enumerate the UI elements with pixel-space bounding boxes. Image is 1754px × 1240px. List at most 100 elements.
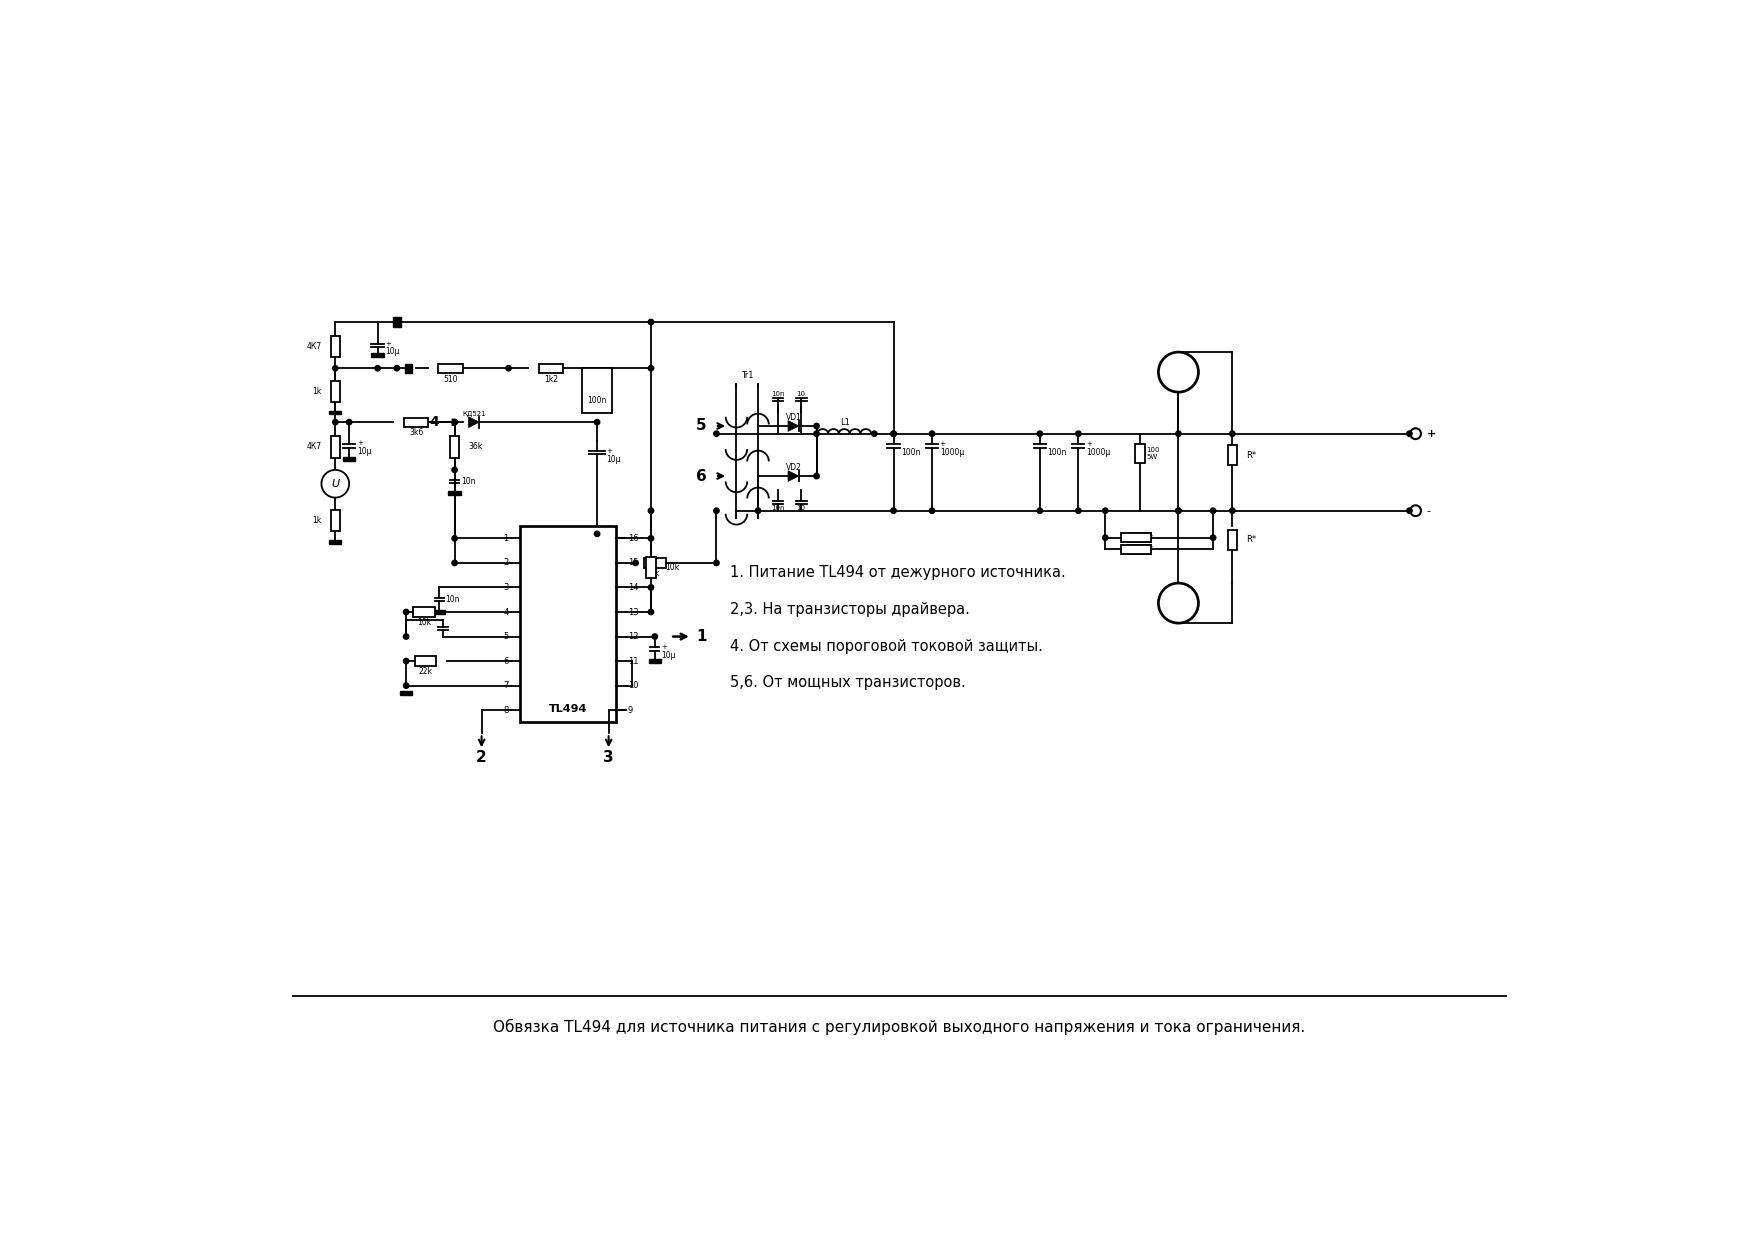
Text: V: V xyxy=(1173,365,1184,379)
Circle shape xyxy=(891,432,896,436)
Text: 2,3. На транзисторы драйвера.: 2,3. На транзисторы драйвера. xyxy=(730,601,970,616)
Circle shape xyxy=(333,366,339,371)
Text: 10n: 10n xyxy=(446,595,460,604)
Text: 22k: 22k xyxy=(419,667,433,676)
Text: 8: 8 xyxy=(503,706,509,714)
Text: 1. Питание TL494 от дежурного источника.: 1. Питание TL494 от дежурного источника. xyxy=(730,564,1066,579)
Circle shape xyxy=(1103,508,1109,513)
Text: L1: L1 xyxy=(840,418,851,428)
Text: 4К7: 4К7 xyxy=(307,342,321,351)
Circle shape xyxy=(595,419,600,425)
Text: +: + xyxy=(356,440,363,446)
Text: 100
5W: 100 5W xyxy=(1145,448,1159,460)
Circle shape xyxy=(321,470,349,497)
Bar xyxy=(414,656,437,666)
Bar xyxy=(372,353,384,357)
Bar xyxy=(332,381,340,402)
Bar xyxy=(1128,544,1151,554)
Circle shape xyxy=(453,467,458,472)
Text: 4: 4 xyxy=(430,415,438,429)
Bar xyxy=(1121,533,1151,542)
Bar xyxy=(644,558,665,568)
Text: A: A xyxy=(1173,595,1184,610)
Text: 6: 6 xyxy=(696,469,707,484)
Circle shape xyxy=(891,508,896,513)
Circle shape xyxy=(1210,534,1216,541)
Circle shape xyxy=(1075,432,1080,436)
Circle shape xyxy=(649,536,654,541)
Circle shape xyxy=(595,531,600,537)
Text: 15: 15 xyxy=(628,558,638,568)
Circle shape xyxy=(814,423,819,429)
Text: 10n: 10n xyxy=(461,477,475,486)
Text: 10: 10 xyxy=(628,681,638,691)
Text: TL494: TL494 xyxy=(549,703,588,713)
Bar xyxy=(433,610,446,614)
Bar xyxy=(412,608,435,616)
Circle shape xyxy=(453,560,458,565)
Circle shape xyxy=(714,508,719,513)
Bar xyxy=(403,418,428,427)
Text: 5: 5 xyxy=(503,632,509,641)
Bar xyxy=(1228,445,1237,465)
Bar xyxy=(582,368,612,413)
Circle shape xyxy=(1410,428,1421,439)
Text: 2: 2 xyxy=(475,750,488,765)
Circle shape xyxy=(930,432,935,436)
Text: +: + xyxy=(940,441,945,448)
Bar xyxy=(647,557,656,578)
Text: +: + xyxy=(386,341,391,347)
Circle shape xyxy=(1407,432,1412,436)
Text: 3: 3 xyxy=(503,583,509,591)
Circle shape xyxy=(633,560,638,565)
Circle shape xyxy=(649,609,654,615)
Circle shape xyxy=(1175,432,1180,436)
Text: 3: 3 xyxy=(603,750,614,765)
Circle shape xyxy=(403,634,409,640)
Text: 10n: 10n xyxy=(772,391,784,397)
Circle shape xyxy=(453,419,458,425)
Bar xyxy=(1228,529,1237,551)
Circle shape xyxy=(714,432,719,436)
Text: 10µ: 10µ xyxy=(386,347,400,356)
Text: 100n: 100n xyxy=(1047,448,1066,456)
Text: 4К7: 4К7 xyxy=(307,443,321,451)
Text: 100n: 100n xyxy=(902,448,921,456)
Text: R*: R* xyxy=(1245,451,1256,460)
Text: 0,1 5W: 0,1 5W xyxy=(1128,546,1152,552)
Circle shape xyxy=(1075,508,1080,513)
Text: 1000µ: 1000µ xyxy=(940,448,965,456)
Text: 10: 10 xyxy=(796,391,805,397)
Text: 6: 6 xyxy=(503,657,509,666)
Text: 10k: 10k xyxy=(417,619,431,627)
Circle shape xyxy=(395,366,400,371)
Text: 1k: 1k xyxy=(651,569,660,578)
Text: КД521: КД521 xyxy=(461,410,486,417)
Circle shape xyxy=(814,474,819,479)
Bar xyxy=(344,456,356,460)
Circle shape xyxy=(375,366,381,371)
Text: 10µ: 10µ xyxy=(356,446,372,456)
Circle shape xyxy=(1210,508,1216,513)
Bar xyxy=(332,510,340,532)
Circle shape xyxy=(333,419,339,425)
Text: U: U xyxy=(332,479,339,489)
Circle shape xyxy=(347,419,353,425)
Bar xyxy=(1128,533,1151,542)
Text: +: + xyxy=(1426,429,1435,439)
Circle shape xyxy=(649,585,654,590)
Circle shape xyxy=(649,366,654,371)
Text: 3k6: 3k6 xyxy=(409,429,423,438)
Circle shape xyxy=(1175,508,1180,513)
Text: 1k: 1k xyxy=(312,387,321,396)
Circle shape xyxy=(403,609,409,615)
Circle shape xyxy=(1158,352,1198,392)
Text: 10: 10 xyxy=(796,506,805,511)
Text: 10n: 10n xyxy=(772,506,784,511)
Bar xyxy=(438,363,463,373)
Text: 1k: 1k xyxy=(312,516,321,526)
Polygon shape xyxy=(468,417,479,428)
Text: 1k2: 1k2 xyxy=(544,374,558,383)
Text: +: + xyxy=(607,448,612,454)
Text: 4. От схемы пороговой токовой защиты.: 4. От схемы пороговой токовой защиты. xyxy=(730,639,1044,653)
